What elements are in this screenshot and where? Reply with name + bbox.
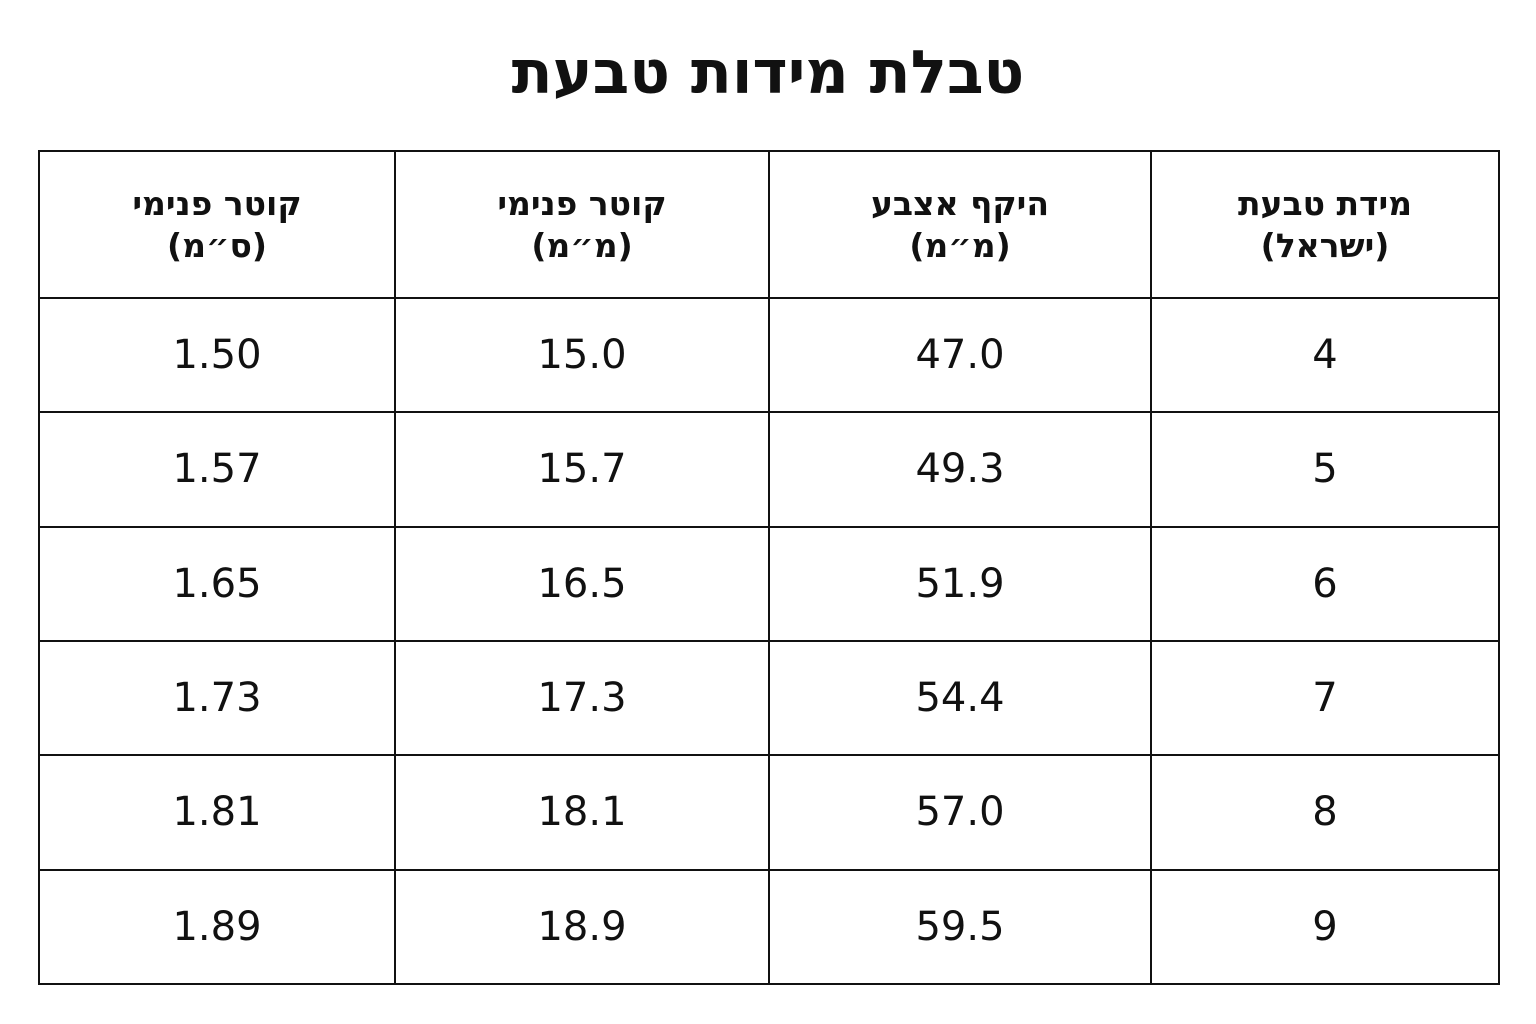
table-row: 4 47.0 15.0 1.50 (38, 296, 1500, 414)
table-row: 8 57.0 18.1 1.81 (38, 754, 1500, 871)
table-cell: 18.9 (394, 868, 770, 986)
table-cell: 1.73 (38, 639, 396, 757)
header-line: (מ״מ) (531, 225, 633, 265)
table-cell: 8 (1150, 754, 1500, 871)
table-cell: 51.9 (768, 525, 1152, 642)
header-line: (ישראל) (1260, 225, 1390, 265)
table-cell: 4 (1150, 296, 1500, 414)
header-cell: מידת טבעת (ישראל) (1150, 150, 1500, 299)
table-cell: 1.89 (38, 868, 396, 986)
header-row: מידת טבעת (ישראל) היקף אצבע (מ״מ) קוטר פנימי… (38, 150, 1500, 299)
table-cell: 15.7 (394, 411, 770, 528)
table-cell: 47.0 (768, 296, 1152, 414)
table-cell: 15.0 (394, 296, 770, 414)
table-cell: 57.0 (768, 754, 1152, 871)
header-cell: קוטר פנימי (מ״מ) (394, 150, 770, 299)
table-cell: 17.3 (394, 639, 770, 757)
title: טבלת מידות טבעת (511, 38, 1025, 108)
table-cell: 16.5 (394, 525, 770, 642)
header-line: קוטר פנימי (497, 183, 667, 223)
header-line: היקף אצבע (870, 183, 1050, 223)
header-line: קוטר פנימי (132, 183, 302, 223)
table-body: 4 47.0 15.0 1.50 5 49.3 15.7 1.57 6 51.9 16.5 1.65 7… (38, 296, 1500, 986)
table-cell: 1.65 (38, 525, 396, 642)
table-cell: 18.1 (394, 754, 770, 871)
table-cell: 5 (1150, 411, 1500, 528)
header-cell: היקף אצבע (מ״מ) (768, 150, 1152, 299)
table-row: 7 54.4 17.3 1.73 (38, 639, 1500, 757)
table-cell: 54.4 (768, 639, 1152, 757)
table-cell: 7 (1150, 639, 1500, 757)
header-line: (ס״מ) (167, 225, 267, 265)
table-cell: 49.3 (768, 411, 1152, 528)
table-cell: 1.50 (38, 296, 396, 414)
table-row: 9 59.5 18.9 1.89 (38, 868, 1500, 986)
table-cell: 59.5 (768, 868, 1152, 986)
header-line: (מ״מ) (909, 225, 1011, 265)
table-cell: 9 (1150, 868, 1500, 986)
table-row: 5 49.3 15.7 1.57 (38, 411, 1500, 528)
header-cell: קוטר פנימי (ס״מ) (38, 150, 396, 299)
table-cell: 1.57 (38, 411, 396, 528)
table-cell: 6 (1150, 525, 1500, 642)
size-table: מידת טבעת (ישראל) היקף אצבע (מ״מ) קוטר פנימי… (38, 150, 1500, 986)
table-cell: 1.81 (38, 754, 396, 871)
table-row: 6 51.9 16.5 1.65 (38, 525, 1500, 642)
header-line: מידת טבעת (1237, 183, 1413, 223)
